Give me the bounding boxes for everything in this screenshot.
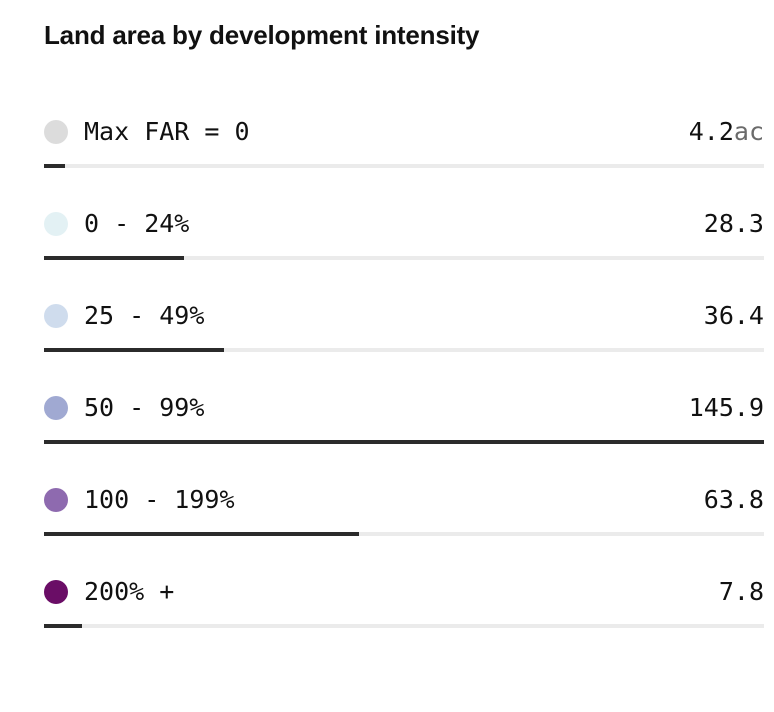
category-label: 0 - 24% xyxy=(84,209,190,238)
unit-label: ac xyxy=(733,117,764,146)
bar-track xyxy=(44,440,764,444)
legend-dot xyxy=(44,580,68,604)
bar-track xyxy=(44,624,764,628)
chart-row: 200% + 7.8 xyxy=(44,568,764,660)
value-label: 36.4 xyxy=(703,301,764,330)
chart-row: 100 - 199% 63.8 xyxy=(44,476,764,568)
category-label: 25 - 49% xyxy=(84,301,205,330)
bar-track xyxy=(44,164,764,168)
value-label: 63.8 xyxy=(703,485,764,514)
chart-row: 50 - 99% 145.9 xyxy=(44,384,764,476)
bar xyxy=(44,532,359,536)
intensity-bar-chart: Max FAR = 0 4.2ac 0 - 24% 28.3 25 - 49% 36.4 5… xyxy=(44,108,764,660)
value-label: 4.2ac xyxy=(688,117,764,146)
bar xyxy=(44,624,82,628)
legend-dot xyxy=(44,396,68,420)
value-label: 28.3 xyxy=(703,209,764,238)
bar xyxy=(44,440,764,444)
bar-track xyxy=(44,348,764,352)
chart-row: 25 - 49% 36.4 xyxy=(44,292,764,384)
value-label: 7.8 xyxy=(718,577,764,606)
legend-dot xyxy=(44,120,68,144)
chart-row: Max FAR = 0 4.2ac xyxy=(44,108,764,200)
category-label: Max FAR = 0 xyxy=(84,117,250,146)
legend-dot xyxy=(44,304,68,328)
legend-dot xyxy=(44,212,68,236)
bar xyxy=(44,348,224,352)
chart-row: 0 - 24% 28.3 xyxy=(44,200,764,292)
chart-title: Land area by development intensity xyxy=(44,20,480,50)
value-label: 145.9 xyxy=(688,393,764,422)
bar xyxy=(44,164,65,168)
category-label: 200% + xyxy=(84,577,175,606)
bar-track xyxy=(44,532,764,536)
legend-dot xyxy=(44,488,68,512)
bar xyxy=(44,256,184,260)
category-label: 50 - 99% xyxy=(84,393,205,422)
category-label: 100 - 199% xyxy=(84,485,235,514)
bar-track xyxy=(44,256,764,260)
